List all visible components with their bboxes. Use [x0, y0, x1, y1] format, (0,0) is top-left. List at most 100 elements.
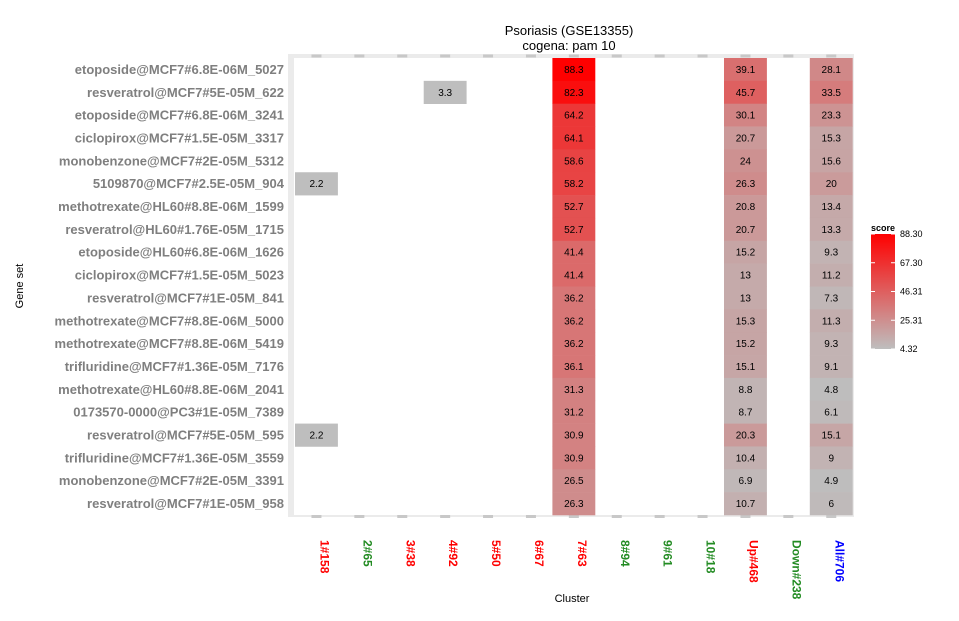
cluster-label: All#706 [832, 540, 846, 582]
cell-value-label: 11.2 [822, 271, 841, 282]
cell-value-label: 41.4 [564, 271, 584, 282]
cell-value-label: 6 [828, 499, 834, 510]
heatmap-cell [552, 263, 596, 287]
heatmap-cell [724, 286, 767, 310]
heatmap-cell [724, 446, 767, 470]
top-tick-2 [397, 54, 408, 58]
bottom-tick-5 [525, 515, 536, 518]
top-tick-12 [826, 54, 837, 58]
heatmap-cell [552, 286, 596, 310]
heatmap-cell [809, 286, 853, 310]
heatmap-cell [552, 377, 596, 402]
cell-value-label: 13.3 [822, 225, 842, 236]
heatmap-cell [809, 423, 853, 447]
cell-value-label: 7.3 [824, 293, 838, 304]
heatmap-cell [724, 309, 767, 333]
gene-set-label: resveratrol@MCF7#1E-05M_958 [87, 496, 284, 511]
heatmap-cell [724, 217, 767, 242]
cell-value-label: 6.9 [738, 476, 752, 487]
gene-set-label: etoposide@HL60#6.8E-06M_1626 [78, 245, 284, 260]
bottom-tick-6 [568, 515, 579, 518]
top-tick-7 [611, 54, 622, 58]
heatmap-cell [552, 103, 596, 127]
cell-value-label: 36.2 [564, 316, 584, 327]
bottom-tick-11 [783, 515, 794, 518]
heatmap-cell [552, 217, 596, 242]
heatmap-cell [295, 423, 338, 447]
cluster-label: 9#61 [661, 540, 675, 567]
cluster-label: 8#94 [618, 540, 632, 567]
cell-value-label: 28.1 [822, 65, 842, 76]
cell-value-label: 58.2 [564, 179, 584, 190]
heatmap-cell [809, 263, 853, 287]
heatmap-cell [809, 126, 853, 150]
x-axis-title: Cluster [555, 593, 590, 605]
heatmap-cell [809, 195, 853, 219]
cell-value-label: 13 [740, 271, 752, 282]
cell-value-label: 30.1 [736, 111, 756, 122]
bottom-tick-12 [826, 515, 837, 518]
cluster-label: Down#238 [789, 540, 803, 600]
cell-value-label: 11.3 [822, 316, 841, 327]
legend-tick-label: 46.31 [900, 287, 923, 297]
gene-set-label: resveratrol@MCF7#5E-05M_595 [87, 428, 284, 443]
heatmap-cell [724, 195, 767, 219]
gene-set-label: ciclopirox@MCF7#1.5E-05M_3317 [75, 130, 284, 145]
heatmap-cell [552, 446, 596, 470]
cell-value-label: 23.3 [822, 111, 842, 122]
bottom-tick-4 [483, 515, 494, 518]
cell-value-label: 36.2 [564, 293, 584, 304]
heatmap-cell [552, 80, 596, 104]
cluster-label: Up#468 [746, 540, 760, 583]
heatmap-cell [724, 332, 767, 356]
cell-value-label: 31.3 [564, 385, 584, 396]
heatmap-cell [809, 103, 853, 127]
cluster-label: 4#92 [446, 540, 460, 567]
heatmap-cell [809, 332, 853, 356]
cell-value-label: 3.3 [438, 88, 452, 99]
cell-value-label: 24 [740, 156, 752, 167]
top-tick-0 [311, 54, 322, 58]
top-tick-3 [440, 54, 451, 58]
chart-subtitle: cogena: pam 10 [522, 38, 615, 53]
cell-value-label: 15.3 [822, 133, 842, 144]
tick-marks [311, 54, 837, 518]
cell-value-label: 31.2 [564, 408, 584, 419]
cell-value-label: 9.3 [824, 248, 838, 259]
cell-value-label: 2.2 [309, 179, 323, 190]
cell-value-label: 2.2 [309, 431, 323, 442]
top-tick-1 [354, 54, 365, 58]
cell-value-label: 45.7 [736, 88, 756, 99]
cell-value-label: 52.7 [564, 225, 584, 236]
cell-value-label: 52.7 [564, 202, 584, 213]
heatmap-cell [809, 469, 853, 493]
legend: score 88.30 67.30 46.31 25.31 4.32 [871, 223, 923, 354]
heatmap-cell [809, 309, 853, 333]
gene-set-label: ciclopirox@MCF7#1.5E-05M_5023 [75, 268, 284, 283]
gene-set-label: methotrexate@HL60#8.8E-06M_2041 [58, 382, 284, 397]
cluster-label: 10#18 [704, 540, 718, 574]
gene-set-label: trifluridine@MCF7#1.36E-05M_7176 [65, 359, 284, 374]
gene-set-label: etoposide@MCF7#6.8E-06M_3241 [75, 108, 284, 123]
cell-value-label: 8.7 [738, 408, 752, 419]
cell-value-label: 15.1 [736, 362, 756, 373]
heatmap-cells: 88.3 39.1 28.1 3.3 82.3 45.7 33.5 64.2 30.1 23.3 6… [295, 58, 853, 516]
cell-value-label: 10.7 [736, 499, 756, 510]
gene-set-label: methotrexate@HL60#8.8E-06M_1599 [58, 199, 284, 214]
top-tick-11 [783, 54, 794, 58]
heatmap-cell [724, 240, 767, 264]
heatmap-cell [809, 58, 853, 82]
heatmap-cell [724, 58, 767, 82]
cell-value-label: 9.1 [824, 362, 838, 373]
cell-value-label: 30.9 [564, 453, 584, 464]
heatmap-cell [724, 126, 767, 150]
heatmap-cell [809, 217, 853, 242]
gene-set-label: methotrexate@MCF7#8.8E-06M_5419 [55, 336, 284, 351]
gene-set-label: monobenzone@MCF7#2E-05M_3391 [59, 473, 284, 488]
cell-value-label: 82.3 [564, 88, 584, 99]
heatmap-cell [552, 469, 596, 493]
bottom-tick-1 [354, 515, 365, 518]
heatmap-cell [423, 80, 467, 104]
cell-value-label: 9 [828, 453, 834, 464]
